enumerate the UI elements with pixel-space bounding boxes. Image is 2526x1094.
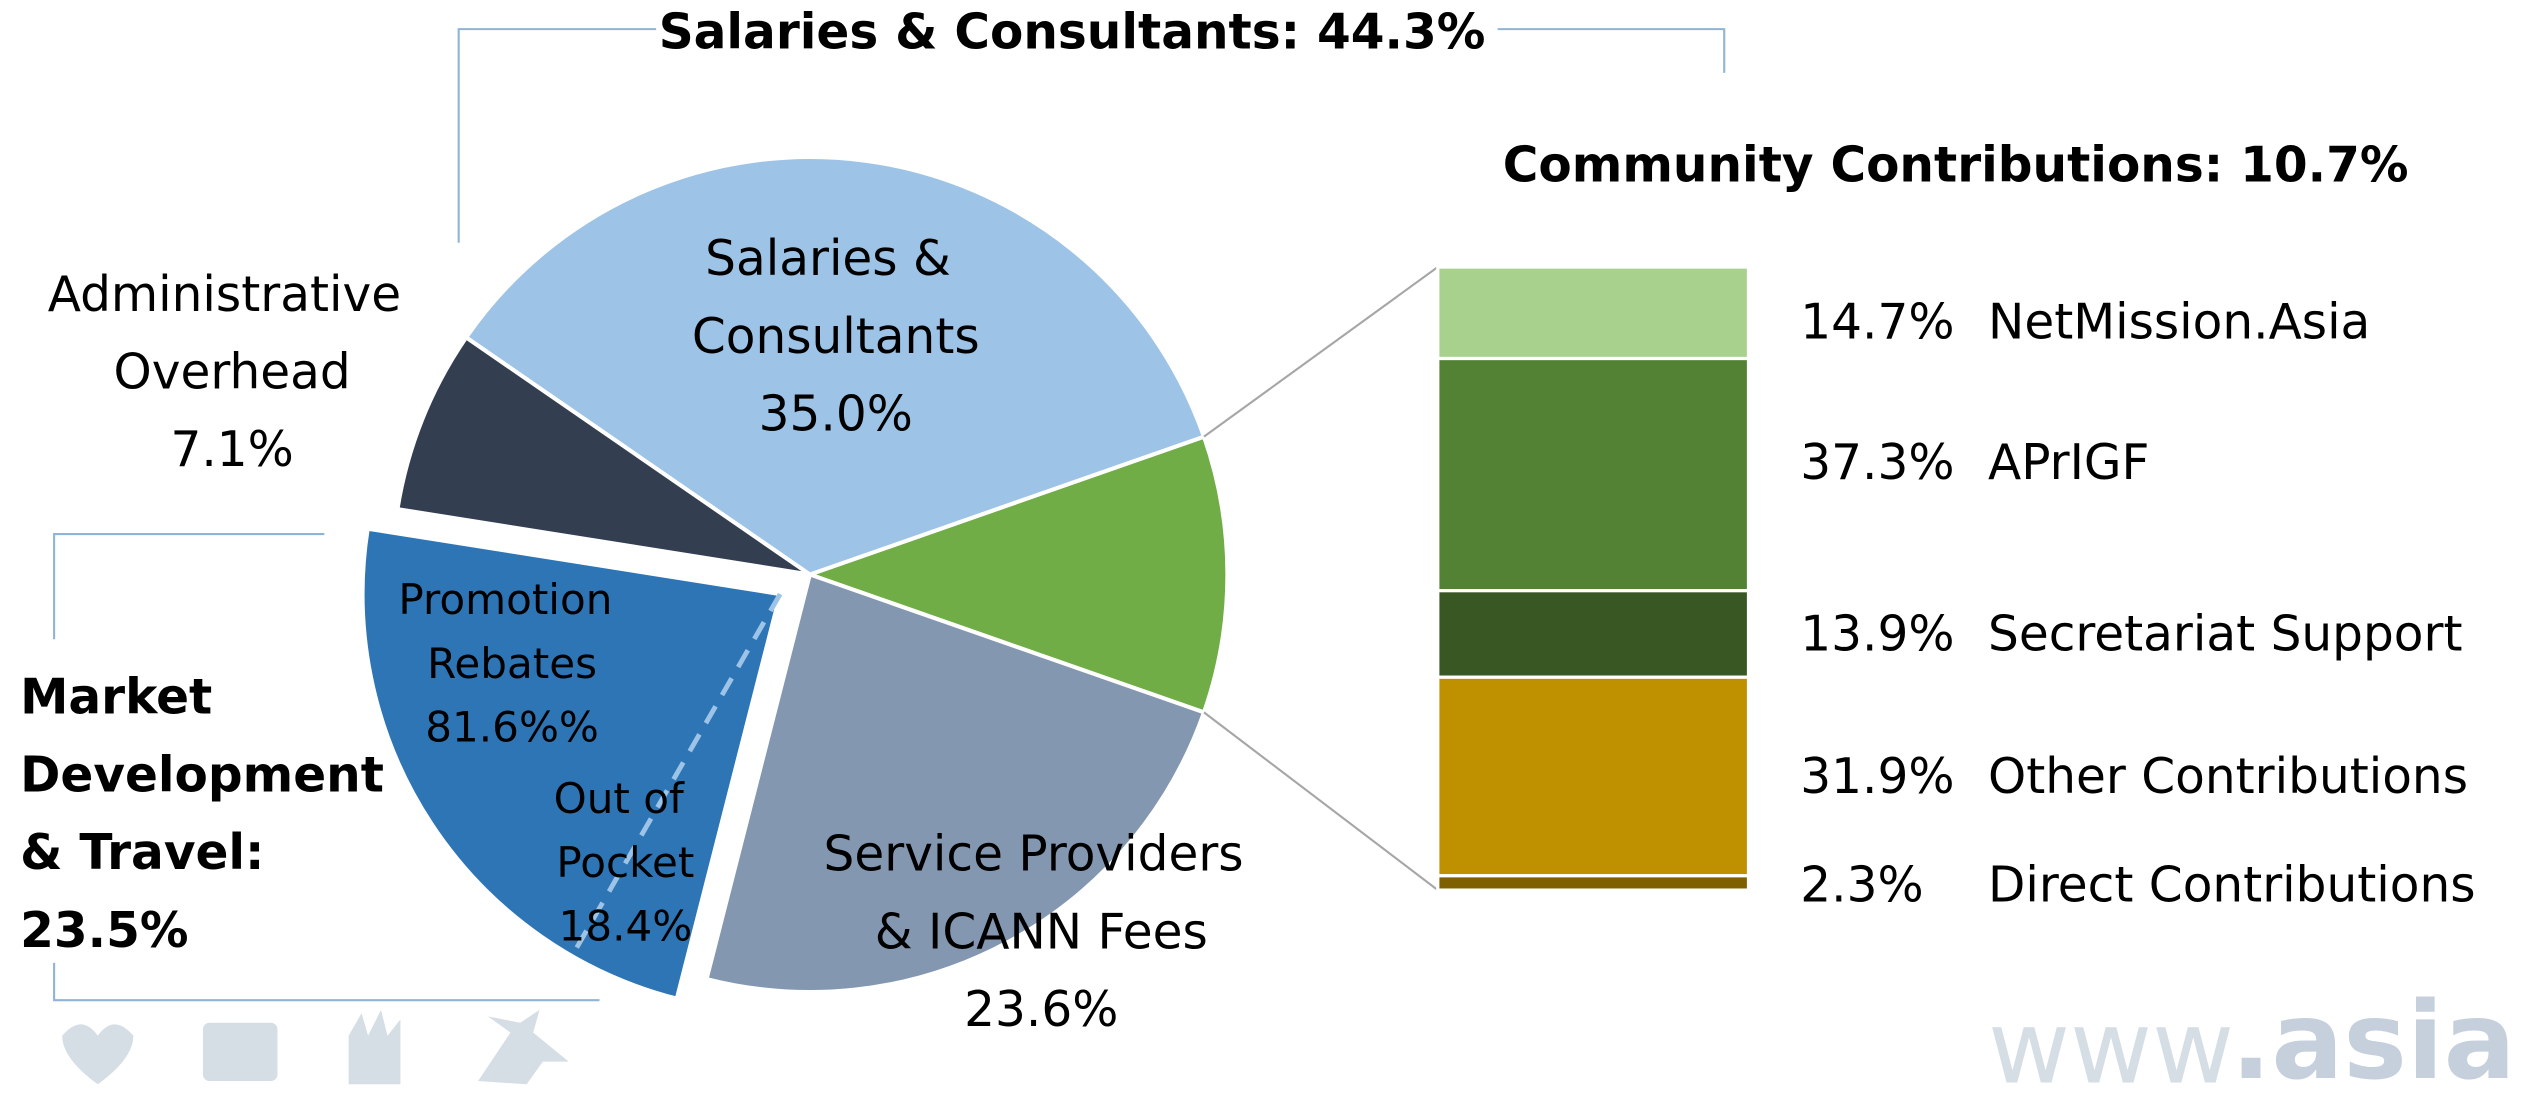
breakdown-value-label: 81.6%% [425,702,599,751]
icon [62,1024,134,1085]
pie-slice [395,334,812,577]
bracket [53,962,600,1002]
slice-value-label: 23.5% [20,903,188,959]
bar-category-label: NetMission.Asia [1988,294,2370,350]
bar-segment [1436,356,1751,593]
slice-label: Salaries & Consultants [692,231,980,365]
slice-label: Promotion Rebates [398,575,625,688]
logo-prefix: www [1988,990,2234,1094]
icon [348,1009,401,1085]
brackets [53,28,1726,1002]
icon [202,1022,278,1082]
connector [1203,266,1439,438]
bar-value-label: 31.9% [1800,749,1954,805]
pie-slice [704,571,1207,995]
icons [62,1009,569,1085]
pie [360,154,1230,1002]
slice-label: Administrative Overhead [48,267,417,401]
slice-value-label: 35.0% [759,387,913,443]
bar-title: Community Contributions: 10.7% [1503,137,2409,193]
bracket [1497,28,1726,73]
bar-segment [1436,589,1751,679]
breakdown-divider [569,592,783,958]
bar-segment [1436,265,1751,361]
logo-name: .asia [2231,980,2516,1094]
bar-segment [1436,874,1751,892]
breakdown-value-label: 18.4% [559,901,693,950]
bar-category-label: Other Contributions [1988,749,2468,805]
connector [1203,711,1439,891]
pie-slice [360,526,783,1002]
pie-title: Salaries & Consultants: 44.3% [659,5,1486,61]
slice-value-label: 7.1% [170,422,293,478]
bracket [53,533,325,640]
bar-segment [1436,675,1751,878]
slice-label: Service Providers & ICANN Fees [824,827,1259,961]
bar-category-label: Direct Contributions [1988,857,2476,913]
pie-slice [463,154,1207,577]
bar-value-label: 13.9% [1800,607,1954,663]
bar-category-label: Secretariat Support [1988,607,2463,663]
slice-value-label: 23.6% [964,982,1118,1038]
pie-slice [803,434,1230,715]
icon [478,1009,569,1085]
slice-label: Out of Pocket [554,774,698,887]
bracket [457,28,657,243]
bar-value-label: 37.3% [1800,435,1954,491]
bar-value-label: 2.3% [1800,857,1923,913]
bar-category-label: APrIGF [1988,435,2149,491]
slice-label: Market Development & Travel: [20,670,401,881]
bar-value-label: 14.7% [1800,294,1954,350]
